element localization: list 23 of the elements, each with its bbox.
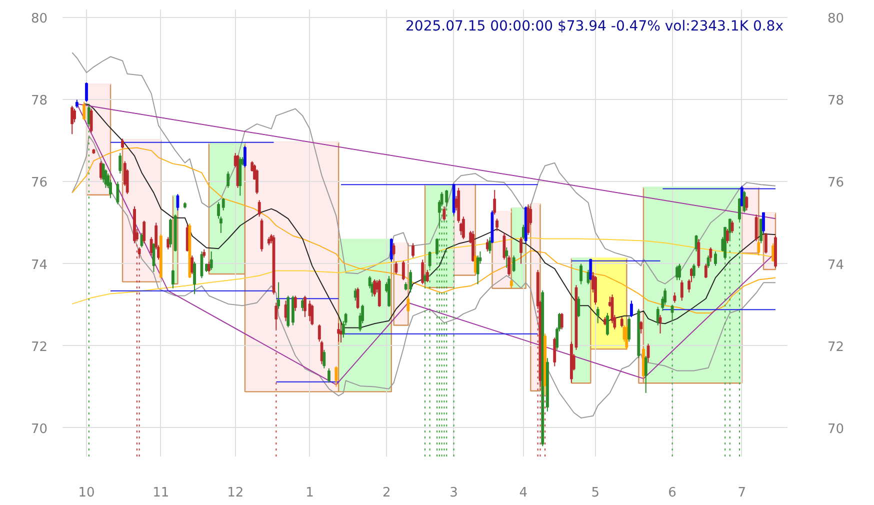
y-tick-label: 78 bbox=[30, 94, 48, 109]
y-tick-label: 80 bbox=[30, 12, 48, 27]
x-tick-label: 3 bbox=[450, 486, 458, 500]
x-tick-label: 1 bbox=[306, 486, 314, 500]
y2-tick-label: 72 bbox=[828, 340, 844, 355]
x-tick-label: 11 bbox=[152, 486, 170, 500]
y-tick-label: 70 bbox=[30, 422, 48, 437]
y-tick-label: 76 bbox=[30, 176, 48, 191]
x-tick-label: 6 bbox=[668, 486, 676, 500]
x-tick-label: 4 bbox=[519, 486, 528, 500]
y2-tick-label: 70 bbox=[828, 422, 844, 437]
y2-tick-label: 76 bbox=[828, 176, 844, 191]
y-tick-label: 72 bbox=[30, 340, 48, 355]
x-tick-label: 7 bbox=[738, 486, 746, 500]
y2-tick-label: 74 bbox=[828, 258, 844, 273]
x-tick-label: 2 bbox=[382, 486, 391, 500]
y-tick-label: 74 bbox=[30, 258, 48, 273]
x-tick-label: 10 bbox=[78, 486, 95, 500]
text: 2025.07.15 00:00:00 $73.94 -0.47% vol:2343.1K 0.8x bbox=[406, 18, 784, 34]
x-tick-label: 5 bbox=[591, 486, 600, 500]
x-tick-label: 12 bbox=[227, 486, 244, 500]
y2-tick-label: 80 bbox=[828, 12, 844, 27]
y2-tick-label: 78 bbox=[828, 94, 844, 109]
